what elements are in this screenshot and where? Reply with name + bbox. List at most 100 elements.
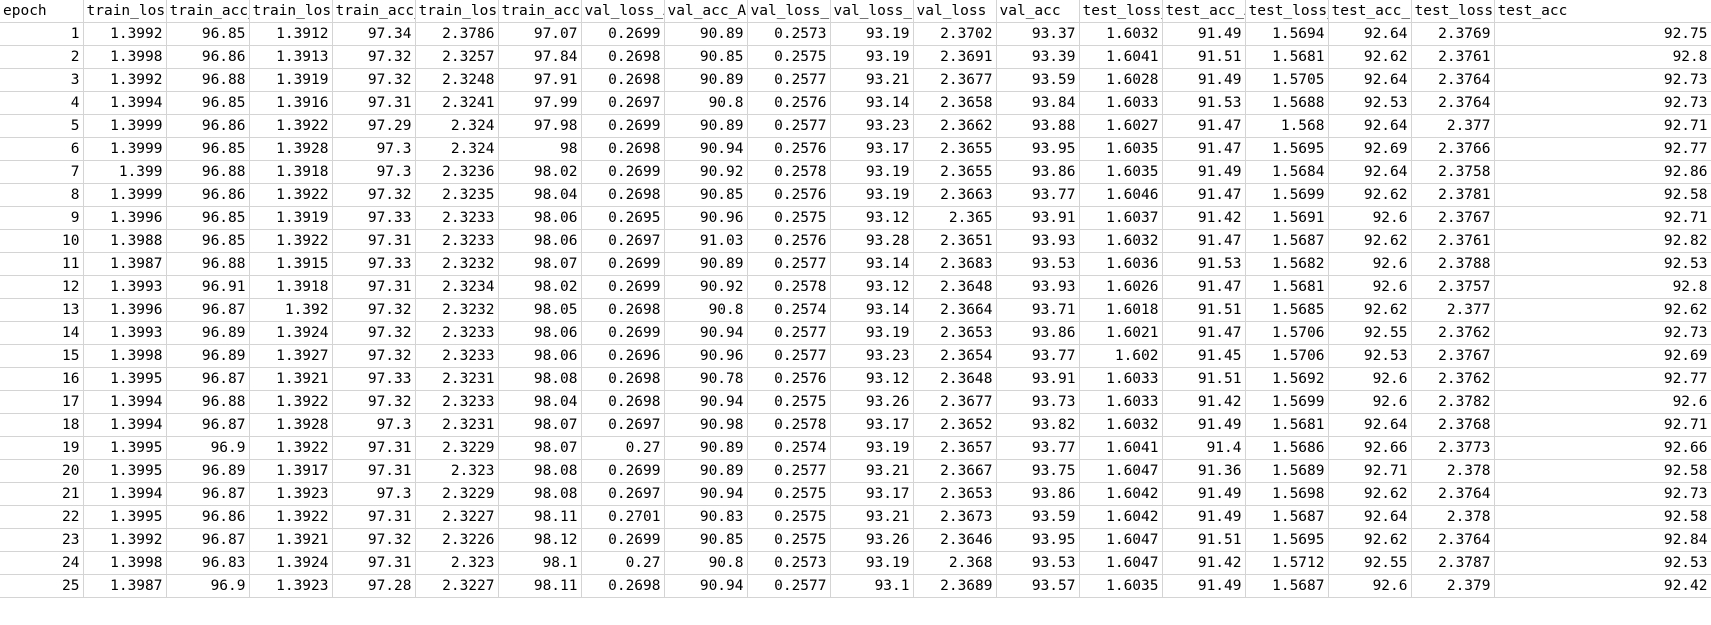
cell[interactable]: 92.58 bbox=[1494, 505, 1711, 529]
cell[interactable]: 0.2574 bbox=[747, 436, 831, 460]
cell[interactable]: 97.32 bbox=[332, 321, 416, 345]
cell[interactable]: 92.84 bbox=[1494, 528, 1711, 552]
cell[interactable]: 2.3764 bbox=[1411, 91, 1495, 115]
cell[interactable]: 1.5687 bbox=[1245, 229, 1329, 253]
cell[interactable]: 2.3677 bbox=[913, 390, 997, 414]
cell[interactable]: 90.89 bbox=[664, 114, 748, 138]
cell[interactable]: 1.3995 bbox=[83, 367, 167, 391]
cell[interactable]: 1.6035 bbox=[1079, 160, 1163, 184]
cell[interactable]: 93.77 bbox=[996, 436, 1080, 460]
cell[interactable]: 93.17 bbox=[830, 413, 914, 437]
cell[interactable]: 92.53 bbox=[1328, 91, 1412, 115]
cell[interactable]: 92.53 bbox=[1494, 551, 1711, 575]
cell[interactable]: 91.47 bbox=[1162, 275, 1246, 299]
cell[interactable]: 1.3994 bbox=[83, 482, 167, 506]
cell[interactable]: 93.93 bbox=[996, 229, 1080, 253]
cell[interactable]: 1.3922 bbox=[249, 114, 333, 138]
cell[interactable]: 92.6 bbox=[1328, 252, 1412, 276]
cell[interactable]: 0.2698 bbox=[581, 367, 665, 391]
cell[interactable]: 97.31 bbox=[332, 436, 416, 460]
cell[interactable]: 1.5695 bbox=[1245, 528, 1329, 552]
cell[interactable]: 90.94 bbox=[664, 390, 748, 414]
cell[interactable]: 1.3998 bbox=[83, 551, 167, 575]
cell[interactable]: 98.08 bbox=[498, 482, 582, 506]
cell[interactable]: 92.53 bbox=[1494, 252, 1711, 276]
cell[interactable]: 96.85 bbox=[166, 229, 250, 253]
cell[interactable]: 1.5691 bbox=[1245, 206, 1329, 230]
cell[interactable]: 2.3762 bbox=[1411, 321, 1495, 345]
cell[interactable]: 2.3233 bbox=[415, 206, 499, 230]
cell[interactable]: 93.77 bbox=[996, 183, 1080, 207]
cell[interactable]: 91.36 bbox=[1162, 459, 1246, 483]
cell[interactable]: 2.3702 bbox=[913, 22, 997, 46]
cell[interactable]: 1.6027 bbox=[1079, 114, 1163, 138]
cell[interactable]: 96.85 bbox=[166, 22, 250, 46]
cell[interactable]: 93.19 bbox=[830, 321, 914, 345]
cell[interactable]: 1.6036 bbox=[1079, 252, 1163, 276]
cell[interactable]: 2.3768 bbox=[1411, 413, 1495, 437]
cell[interactable]: 92.62 bbox=[1328, 298, 1412, 322]
cell[interactable]: 1.6042 bbox=[1079, 505, 1163, 529]
cell[interactable]: 0.2575 bbox=[747, 206, 831, 230]
column-header[interactable]: test_acc_B bbox=[1328, 0, 1412, 23]
cell[interactable]: 2.3232 bbox=[415, 298, 499, 322]
cell[interactable]: 97.31 bbox=[332, 505, 416, 529]
cell[interactable]: 93.19 bbox=[830, 45, 914, 69]
cell[interactable]: 1.6046 bbox=[1079, 183, 1163, 207]
cell[interactable]: 93.21 bbox=[830, 505, 914, 529]
cell[interactable]: 98.06 bbox=[498, 206, 582, 230]
cell[interactable]: 97.3 bbox=[332, 137, 416, 161]
cell[interactable]: 91.47 bbox=[1162, 137, 1246, 161]
cell[interactable]: 93.73 bbox=[996, 390, 1080, 414]
cell[interactable]: 0.2698 bbox=[581, 183, 665, 207]
cell[interactable]: 0.2698 bbox=[581, 298, 665, 322]
cell[interactable]: 93.59 bbox=[996, 505, 1080, 529]
cell[interactable]: 1.5688 bbox=[1245, 91, 1329, 115]
cell[interactable]: 91.49 bbox=[1162, 68, 1246, 92]
cell[interactable]: 93.19 bbox=[830, 183, 914, 207]
cell[interactable]: 92.66 bbox=[1328, 436, 1412, 460]
cell[interactable]: 91.49 bbox=[1162, 574, 1246, 598]
cell[interactable]: 1.3924 bbox=[249, 321, 333, 345]
cell[interactable]: 97.99 bbox=[498, 91, 582, 115]
cell[interactable]: 97.33 bbox=[332, 367, 416, 391]
cell[interactable]: 92.62 bbox=[1328, 229, 1412, 253]
cell[interactable]: 90.83 bbox=[664, 505, 748, 529]
cell[interactable]: 96.85 bbox=[166, 206, 250, 230]
cell[interactable]: 2.3651 bbox=[913, 229, 997, 253]
cell[interactable]: 2.3689 bbox=[913, 574, 997, 598]
cell[interactable]: 91.42 bbox=[1162, 551, 1246, 575]
cell[interactable]: 2.3229 bbox=[415, 482, 499, 506]
cell[interactable]: 2.379 bbox=[1411, 574, 1495, 598]
cell[interactable]: 97.07 bbox=[498, 22, 582, 46]
column-header[interactable]: val_loss_A bbox=[581, 0, 665, 23]
cell[interactable]: 1.3993 bbox=[83, 275, 167, 299]
cell[interactable]: 93.77 bbox=[996, 344, 1080, 368]
cell[interactable]: 92.77 bbox=[1494, 367, 1711, 391]
cell[interactable]: 93.12 bbox=[830, 206, 914, 230]
cell[interactable]: 15 bbox=[0, 344, 84, 368]
cell[interactable]: 92.73 bbox=[1494, 68, 1711, 92]
cell[interactable]: 0.2578 bbox=[747, 413, 831, 437]
cell[interactable]: 0.2696 bbox=[581, 344, 665, 368]
cell[interactable]: 96.86 bbox=[166, 183, 250, 207]
cell[interactable]: 1.568 bbox=[1245, 114, 1329, 138]
cell[interactable]: 0.2699 bbox=[581, 22, 665, 46]
cell[interactable]: 0.2699 bbox=[581, 114, 665, 138]
cell[interactable]: 0.2577 bbox=[747, 68, 831, 92]
cell[interactable]: 2 bbox=[0, 45, 84, 69]
cell[interactable]: 1.3922 bbox=[249, 436, 333, 460]
cell[interactable]: 1.3992 bbox=[83, 68, 167, 92]
cell[interactable]: 1.5694 bbox=[1245, 22, 1329, 46]
cell[interactable]: 2.3764 bbox=[1411, 482, 1495, 506]
cell[interactable]: 1.3922 bbox=[249, 505, 333, 529]
cell[interactable]: 1.3999 bbox=[83, 114, 167, 138]
cell[interactable]: 6 bbox=[0, 137, 84, 161]
cell[interactable]: 98.07 bbox=[498, 436, 582, 460]
cell[interactable]: 0.2577 bbox=[747, 344, 831, 368]
column-header[interactable]: test_acc bbox=[1494, 0, 1711, 23]
cell[interactable]: 2.324 bbox=[415, 114, 499, 138]
cell[interactable]: 2.3231 bbox=[415, 367, 499, 391]
cell[interactable]: 0.2699 bbox=[581, 252, 665, 276]
cell[interactable]: 92.73 bbox=[1494, 482, 1711, 506]
